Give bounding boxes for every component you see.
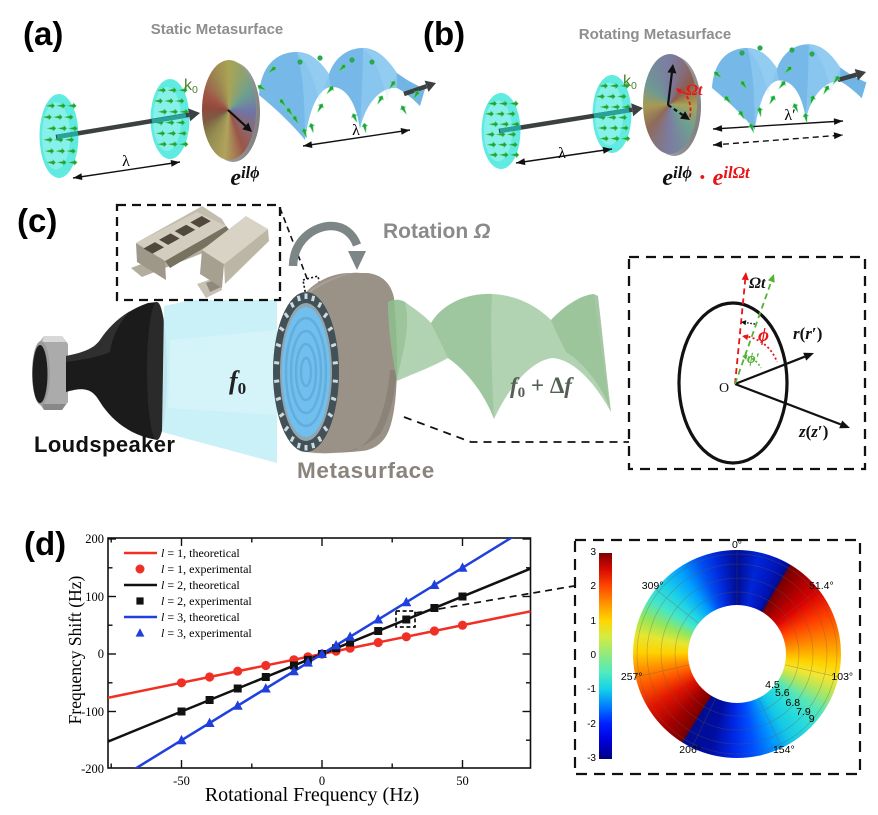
svg-text:Frequency Shift (Hz): Frequency Shift (Hz) [65,575,85,724]
